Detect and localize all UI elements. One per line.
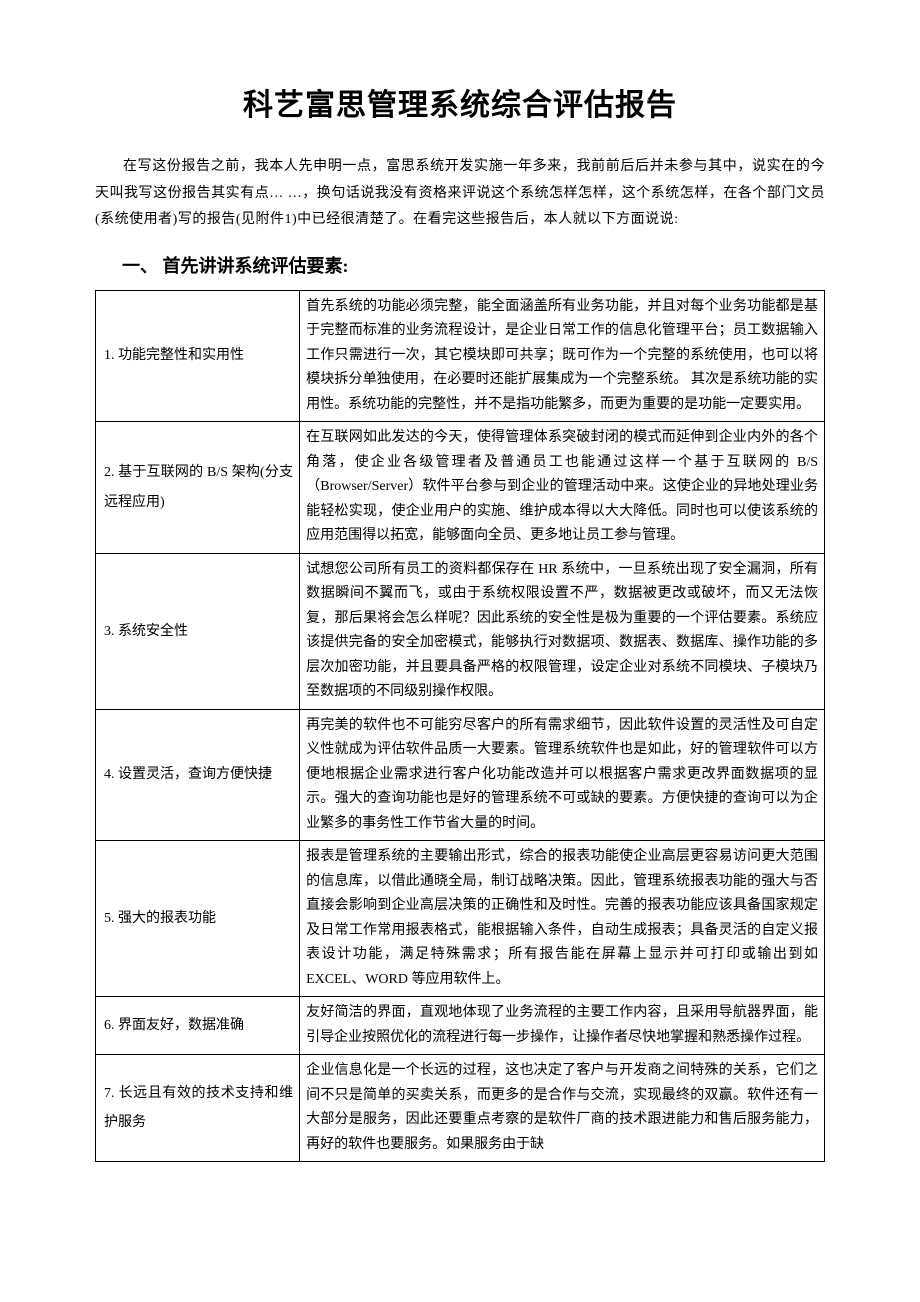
table-row: 7. 长远且有效的技术支持和维护服务 企业信息化是一个长远的过程，这也决定了客户… bbox=[96, 1055, 825, 1162]
criteria-description: 试想您公司所有员工的资料都保存在 HR 系统中，一旦系统出现了安全漏洞，所有数据… bbox=[300, 553, 825, 709]
evaluation-table: 1. 功能完整性和实用性 首先系统的功能必须完整，能全面涵盖所有业务功能，并且对… bbox=[95, 290, 825, 1163]
table-row: 4. 设置灵活，查询方便快捷 再完美的软件也不可能穷尽客户的所有需求细节，因此软… bbox=[96, 709, 825, 841]
document-title: 科艺富思管理系统综合评估报告 bbox=[95, 80, 825, 124]
criteria-label: 4. 设置灵活，查询方便快捷 bbox=[96, 709, 300, 841]
criteria-description: 报表是管理系统的主要输出形式，综合的报表功能使企业高层更容易访问更大范围的信息库… bbox=[300, 841, 825, 997]
criteria-label: 1. 功能完整性和实用性 bbox=[96, 290, 300, 422]
criteria-description: 企业信息化是一个长远的过程，这也决定了客户与开发商之间特殊的关系，它们之间不只是… bbox=[300, 1055, 825, 1162]
criteria-label: 7. 长远且有效的技术支持和维护服务 bbox=[96, 1055, 300, 1162]
table-row: 5. 强大的报表功能 报表是管理系统的主要输出形式，综合的报表功能使企业高层更容… bbox=[96, 841, 825, 997]
criteria-description: 友好简洁的界面，直观地体现了业务流程的主要工作内容，且采用导航器界面，能引导企业… bbox=[300, 997, 825, 1055]
criteria-description: 首先系统的功能必须完整，能全面涵盖所有业务功能，并且对每个业务功能都是基于完整而… bbox=[300, 290, 825, 422]
criteria-description: 再完美的软件也不可能穷尽客户的所有需求细节，因此软件设置的灵活性及可自定义性就成… bbox=[300, 709, 825, 841]
criteria-label: 2. 基于互联网的 B/S 架构(分支远程应用) bbox=[96, 422, 300, 554]
criteria-label: 5. 强大的报表功能 bbox=[96, 841, 300, 997]
table-row: 6. 界面友好，数据准确 友好简洁的界面，直观地体现了业务流程的主要工作内容，且… bbox=[96, 997, 825, 1055]
table-row: 2. 基于互联网的 B/S 架构(分支远程应用) 在互联网如此发达的今天，使得管… bbox=[96, 422, 825, 554]
criteria-label: 3. 系统安全性 bbox=[96, 553, 300, 709]
section-heading: 一、 首先讲讲系统评估要素: bbox=[95, 252, 825, 278]
evaluation-table-body: 1. 功能完整性和实用性 首先系统的功能必须完整，能全面涵盖所有业务功能，并且对… bbox=[96, 290, 825, 1162]
intro-paragraph: 在写这份报告之前，我本人先申明一点，富思系统开发实施一年多来，我前前后后并未参与… bbox=[95, 154, 825, 234]
criteria-description: 在互联网如此发达的今天，使得管理体系突破封闭的模式而延伸到企业内外的各个角落，使… bbox=[300, 422, 825, 554]
table-row: 1. 功能完整性和实用性 首先系统的功能必须完整，能全面涵盖所有业务功能，并且对… bbox=[96, 290, 825, 422]
criteria-label: 6. 界面友好，数据准确 bbox=[96, 997, 300, 1055]
table-row: 3. 系统安全性 试想您公司所有员工的资料都保存在 HR 系统中，一旦系统出现了… bbox=[96, 553, 825, 709]
